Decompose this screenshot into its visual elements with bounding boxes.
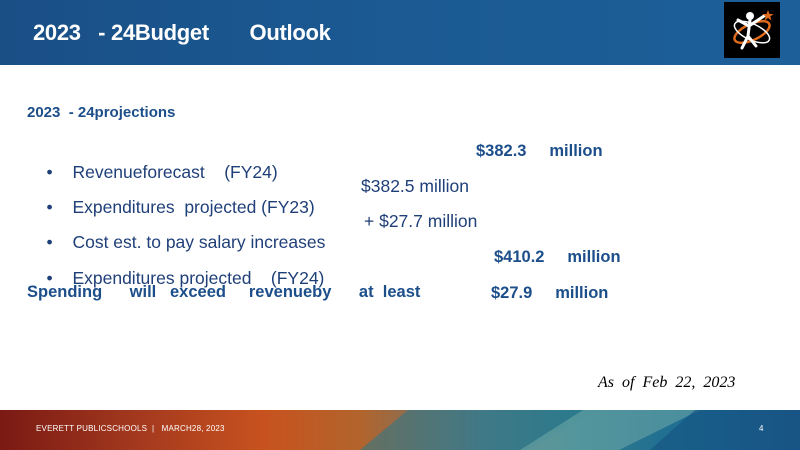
- bullet-expenditures-fy23: • Expenditures projected (FY23): [27, 176, 315, 239]
- page-number: 4: [759, 424, 764, 433]
- as-of-date: As of Feb 22, 2023: [598, 374, 736, 391]
- spending-summary: Spending will exceed revenueby at least: [27, 283, 421, 301]
- bullet-amount: $410.2 million: [494, 248, 621, 266]
- bullet-revenue-forecast: • Revenueforecast (FY24): [27, 141, 278, 204]
- spending-amount: $27.9 million: [491, 284, 609, 302]
- bullet-marker: •: [46, 232, 53, 252]
- bullet-label: Expenditures projected (FY23): [72, 197, 315, 217]
- bullet-label: Expenditures projected (FY24): [72, 268, 325, 288]
- bullet-expenditures-fy24: • Expenditures projected (FY24): [27, 247, 324, 310]
- school-logo: [724, 2, 780, 58]
- bullet-label: Revenueforecast (FY24): [72, 162, 278, 182]
- bullet-label: Cost est. to pay salary increases: [72, 232, 326, 252]
- bullet-amount: $382.5 million: [361, 176, 469, 196]
- projections-heading: 2023 - 24projections: [27, 104, 176, 121]
- bullet-amount: $382.3 million: [476, 142, 603, 160]
- footer-bar: EVERETT PUBLICSCHOOLS | MARCH28, 2023 4: [0, 410, 800, 450]
- bullet-amount: + $27.7 million: [364, 211, 478, 231]
- bullet-marker: •: [46, 162, 53, 182]
- bullet-marker: •: [46, 268, 53, 288]
- slide-title: 2023 - 24Budget Outlook: [33, 20, 331, 45]
- title-bar: 2023 - 24Budget Outlook: [0, 0, 800, 65]
- slide-body: 2023 - 24projections • Revenueforecast (F…: [27, 104, 736, 391]
- logo-graphic: [724, 2, 780, 58]
- bullet-marker: •: [46, 197, 53, 217]
- bullet-salary-increase-cost: • Cost est. to pay salary increases: [27, 211, 325, 274]
- footer-text: EVERETT PUBLICSCHOOLS | MARCH28, 2023: [36, 424, 225, 433]
